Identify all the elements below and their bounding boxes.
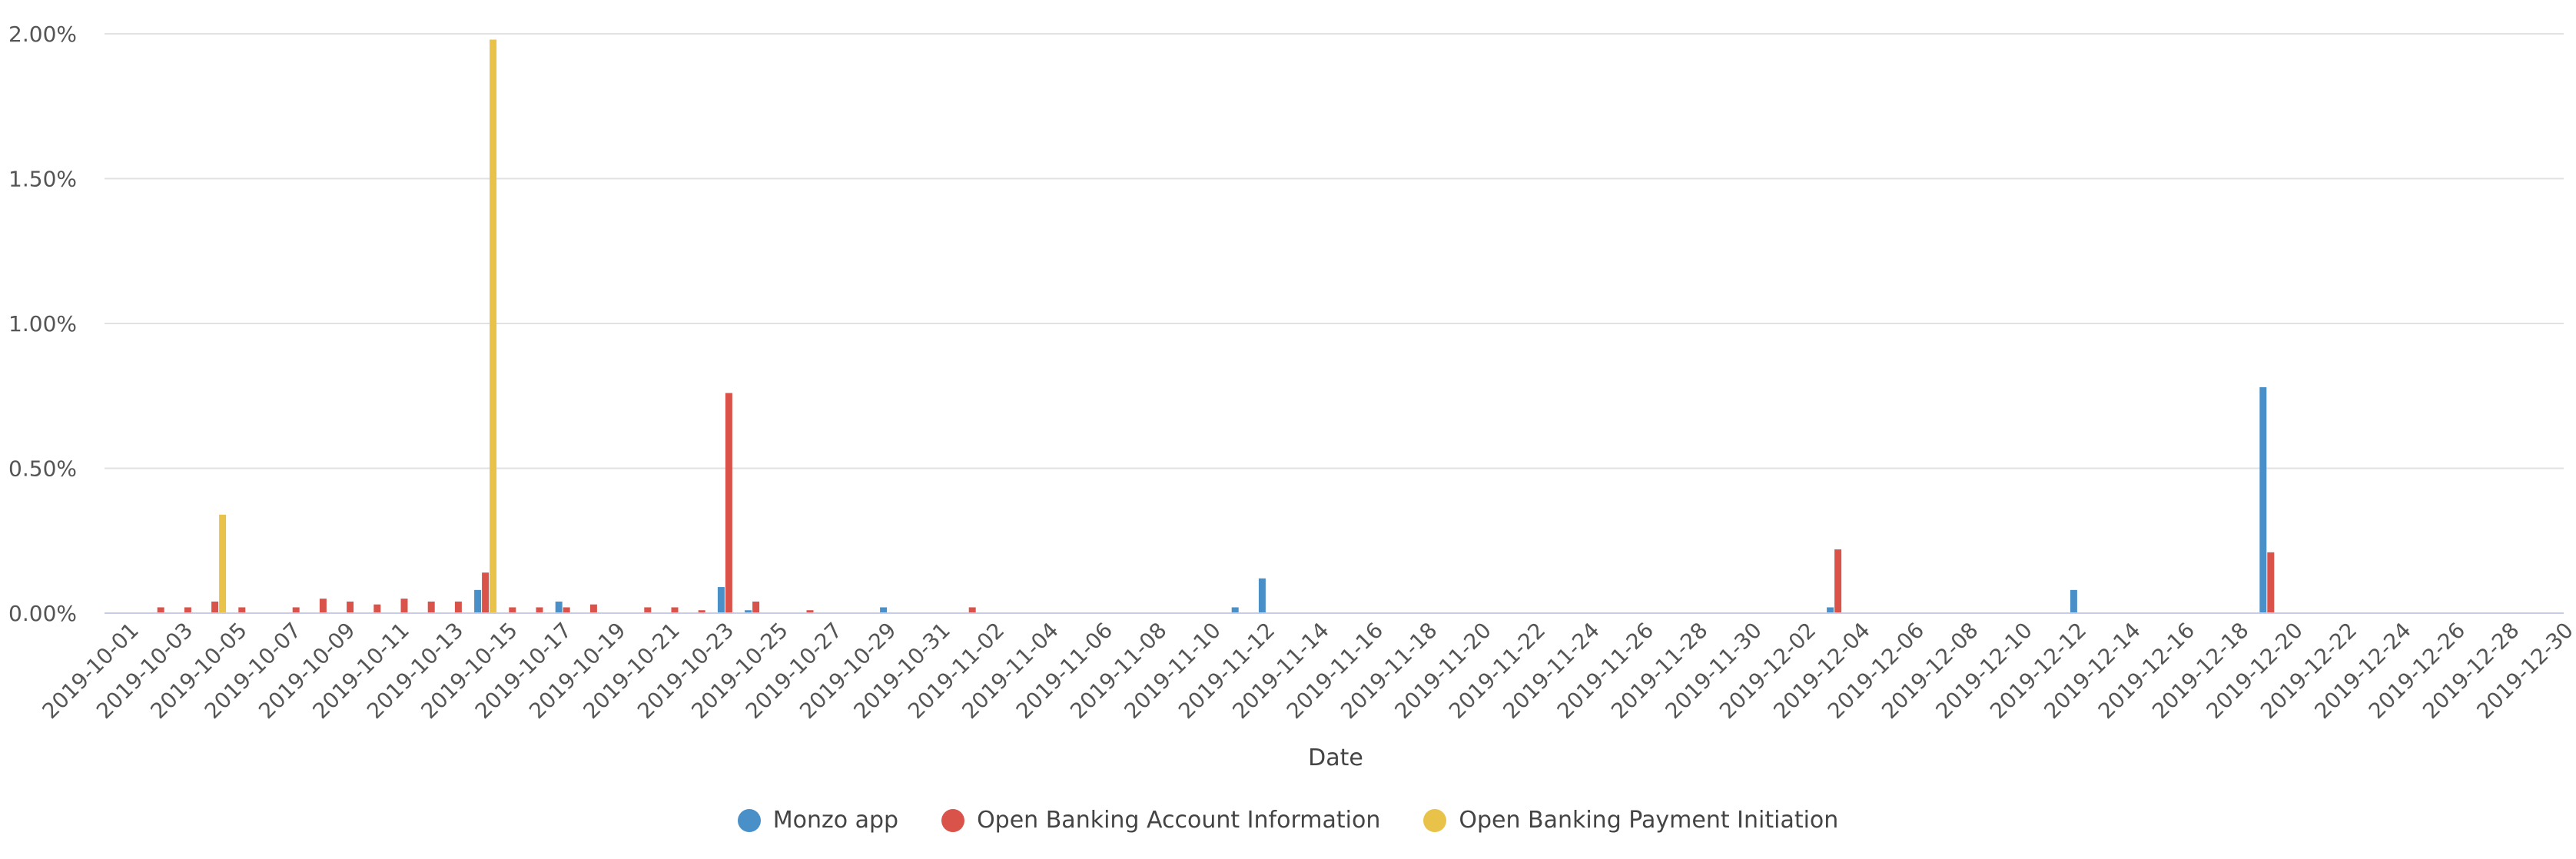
- legend-label-open-banking-payment-initiation: Open Banking Payment Initiation: [1459, 807, 1839, 834]
- y-tick-label: 1.00%: [8, 311, 77, 337]
- bar-open-banking-account-information-2019-10-08[interactable]: [319, 599, 327, 613]
- bar-open-banking-account-information-2019-10-20[interactable]: [644, 607, 652, 613]
- bar-open-banking-account-information-2019-10-17[interactable]: [563, 607, 570, 613]
- bar-open-banking-account-information-2019-10-05[interactable]: [238, 607, 246, 613]
- bar-monzo-app-2019-10-29[interactable]: [880, 607, 888, 613]
- bar-monzo-app-2019-11-12[interactable]: [1258, 578, 1266, 613]
- bar-open-banking-account-information-2019-10-12[interactable]: [427, 601, 435, 613]
- bar-open-banking-account-information-2019-12-03[interactable]: [1834, 549, 1842, 613]
- bar-monzo-app-2019-11-11[interactable]: [1231, 607, 1239, 613]
- y-axis-tick-labels: 0.00% 0.50% 1.00% 1.50% 2.00%: [8, 22, 77, 626]
- y-tick-label: 2.00%: [8, 22, 77, 47]
- bar-open-banking-payment-initiation-2019-10-14[interactable]: [490, 39, 497, 614]
- bar-open-banking-account-information-2019-10-04[interactable]: [211, 601, 219, 613]
- x-axis-tick-labels: 2019-10-012019-10-032019-10-052019-10-07…: [38, 618, 2576, 724]
- bar-open-banking-account-information-2019-10-26[interactable]: [806, 610, 814, 613]
- bar-open-banking-account-information-2019-10-15[interactable]: [509, 607, 516, 613]
- legend-swatch-monzo-app: [737, 808, 761, 832]
- y-tick-label: 0.50%: [8, 456, 77, 482]
- bar-open-banking-account-information-2019-12-19[interactable]: [2267, 552, 2275, 613]
- bar-open-banking-account-information-2019-10-02[interactable]: [157, 607, 164, 613]
- x-axis-title: Date: [1308, 745, 1363, 771]
- legend-item-monzo-app[interactable]: Monzo app: [737, 807, 899, 834]
- bar-open-banking-account-information-2019-10-18[interactable]: [589, 604, 597, 613]
- legend: Monzo app Open Banking Account Informati…: [0, 807, 2576, 834]
- bar-open-banking-account-information-2019-10-07[interactable]: [292, 607, 300, 613]
- y-tick-label: 0.00%: [8, 601, 77, 626]
- bar-open-banking-account-information-2019-11-01[interactable]: [968, 607, 976, 613]
- bar-open-banking-account-information-2019-10-22[interactable]: [698, 610, 705, 613]
- bar-monzo-app-2019-12-12[interactable]: [2070, 589, 2077, 613]
- bar-open-banking-account-information-2019-10-10[interactable]: [373, 604, 381, 613]
- bar-open-banking-account-information-2019-10-03[interactable]: [184, 607, 191, 613]
- bars: [157, 39, 2275, 614]
- bar-monzo-app-2019-12-19[interactable]: [2259, 386, 2267, 613]
- y-tick-label: 1.50%: [8, 167, 77, 192]
- bar-monzo-app-2019-10-14[interactable]: [474, 589, 482, 613]
- bar-open-banking-account-information-2019-10-13[interactable]: [454, 601, 462, 613]
- legend-swatch-open-banking-account-information: [941, 808, 965, 832]
- bar-monzo-app-2019-10-23[interactable]: [717, 587, 725, 613]
- bar-open-banking-account-information-2019-10-16[interactable]: [536, 607, 543, 613]
- bar-open-banking-account-information-2019-10-09[interactable]: [347, 601, 354, 613]
- legend-label-monzo-app: Monzo app: [772, 807, 899, 834]
- bar-open-banking-account-information-2019-10-21[interactable]: [671, 607, 679, 613]
- legend-swatch-open-banking-payment-initiation: [1423, 808, 1447, 832]
- bar-monzo-app-2019-10-24[interactable]: [745, 610, 752, 613]
- gridlines: [105, 33, 2564, 469]
- bar-open-banking-payment-initiation-2019-10-04[interactable]: [219, 514, 227, 613]
- legend-item-open-banking-payment-initiation[interactable]: Open Banking Payment Initiation: [1423, 807, 1838, 834]
- bar-open-banking-account-information-2019-10-23[interactable]: [725, 393, 732, 613]
- bar-monzo-app-2019-12-03[interactable]: [1827, 607, 1834, 613]
- legend-label-open-banking-account-information: Open Banking Account Information: [977, 807, 1381, 834]
- bar-open-banking-account-information-2019-10-24[interactable]: [752, 601, 760, 613]
- legend-item-open-banking-account-information[interactable]: Open Banking Account Information: [941, 807, 1380, 834]
- bar-open-banking-account-information-2019-10-14[interactable]: [482, 572, 490, 613]
- bar-monzo-app-2019-10-17[interactable]: [555, 601, 563, 613]
- bar-open-banking-account-information-2019-10-11[interactable]: [400, 599, 408, 613]
